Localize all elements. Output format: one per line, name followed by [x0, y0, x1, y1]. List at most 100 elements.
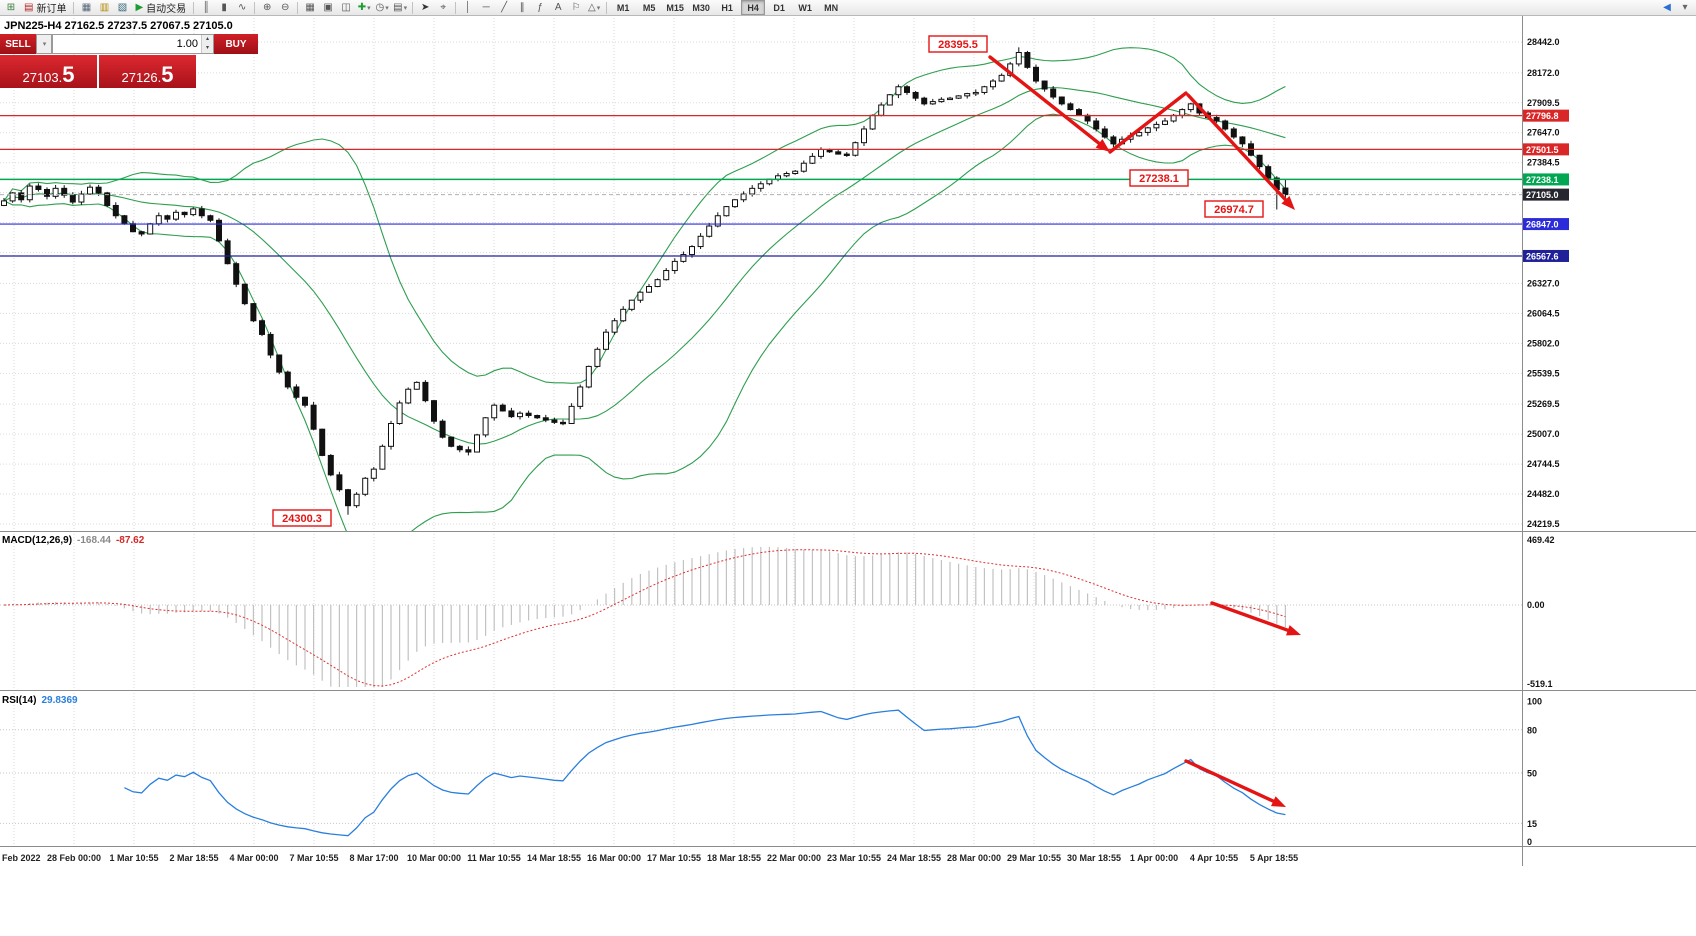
volume-decrease-button[interactable]: ▾ [202, 44, 213, 53]
svg-text:25269.5: 25269.5 [1527, 399, 1560, 409]
sell-price-display[interactable]: 27103. 5 [0, 55, 97, 88]
price-annotation-label[interactable]: 26974.7 [1204, 200, 1264, 218]
indicators-icon[interactable]: ✚ ▾ [355, 1, 373, 15]
periods-icon[interactable]: ◷ ▾ [373, 1, 391, 15]
sell-price: 27103. [22, 70, 63, 85]
new-chart-icon: ⊞ [6, 2, 16, 13]
svg-text:14 Mar 18:55: 14 Mar 18:55 [527, 853, 581, 863]
zoom-out-icon: ⊖ [280, 2, 290, 13]
toolbar-separator [606, 1, 608, 14]
new-order-icon: ▤ [24, 2, 34, 13]
timeframe-mn-button[interactable]: MN [824, 2, 839, 13]
horizontal-line-icon[interactable]: ─ [477, 1, 495, 15]
svg-text:27105.0: 27105.0 [1526, 190, 1559, 200]
timeframe-m30-button[interactable]: M30 [692, 2, 710, 13]
periods-icon: ◷ [375, 2, 385, 13]
svg-text:26847.0: 26847.0 [1526, 220, 1559, 230]
shapes-icon: △ [588, 2, 596, 13]
toolbar-separator [297, 1, 299, 14]
navigator-icon[interactable]: ▧ [113, 1, 131, 15]
price-annotation-label[interactable]: 28395.5 [928, 35, 988, 53]
timeframe-d1-button[interactable]: D1 [773, 2, 785, 13]
timeframe-m15-button[interactable]: M15 [666, 2, 684, 13]
bar-chart-icon[interactable]: ║ [197, 1, 215, 15]
zoom-in-icon[interactable]: ⊕ [258, 1, 276, 15]
timeframe-h4-button[interactable]: H4 [741, 0, 766, 15]
svg-text:26327.0: 26327.0 [1527, 278, 1560, 288]
cascade-windows-icon[interactable]: ▣ [319, 1, 337, 15]
shapes-icon[interactable]: △ ▾ [585, 1, 603, 15]
svg-text:50: 50 [1527, 769, 1537, 779]
svg-text:22 Mar 00:00: 22 Mar 00:00 [767, 853, 821, 863]
price-annotation-label[interactable]: 27238.1 [1129, 169, 1189, 187]
navigator-icon: ▧ [117, 2, 128, 13]
timeframe-h1-button[interactable]: H1 [721, 2, 733, 13]
svg-text:Feb 2022: Feb 2022 [2, 853, 41, 863]
price-annotation-label[interactable]: 24300.3 [272, 509, 332, 527]
vertical-line-icon: │ [465, 2, 472, 13]
channel-icon[interactable]: ∥ [513, 1, 531, 15]
pane-dividers [0, 16, 1696, 866]
svg-text:27647.0: 27647.0 [1527, 128, 1560, 138]
buy-price: 27126. [121, 70, 162, 85]
sell-button-label: SELL [5, 38, 31, 50]
vertical-line-icon[interactable]: │ [459, 1, 477, 15]
auto-trading-button[interactable]: ▶ 自动交易 [131, 1, 190, 15]
svg-text:11 Mar 10:55: 11 Mar 10:55 [467, 853, 521, 863]
grid-lines [0, 18, 1522, 845]
rsi-indicator-label: RSI(14) 29.8369 [2, 695, 83, 706]
svg-text:24744.5: 24744.5 [1527, 459, 1560, 469]
play-icon: ▶ [135, 2, 144, 13]
svg-text:26974.7: 26974.7 [1214, 204, 1254, 216]
data-window-icon[interactable]: ▥ [95, 1, 113, 15]
sell-button[interactable]: SELL [0, 34, 36, 54]
new-chart-icon[interactable]: ⊞ [2, 1, 20, 15]
svg-text:27238.1: 27238.1 [1526, 175, 1559, 185]
trendline-icon[interactable]: ╱ [495, 1, 513, 15]
buy-button[interactable]: BUY [214, 34, 258, 54]
timeframe-m1-button[interactable]: M1 [616, 2, 630, 13]
candlesticks [1, 47, 1289, 515]
price-scale[interactable]: 28442.0 28172.0 27909.5 27647.0 27384.5 26327… [1523, 37, 1569, 847]
order-type-dropdown[interactable]: ▾ [36, 34, 52, 54]
svg-text:1 Apr 00:00: 1 Apr 00:00 [1130, 853, 1178, 863]
zoom-out-icon[interactable]: ⊖ [276, 1, 294, 15]
window-menu-icon[interactable]: ▾ [1676, 1, 1694, 15]
volume-increase-button[interactable]: ▴ [202, 35, 213, 44]
tile-windows-icon[interactable]: ▦ [301, 1, 319, 15]
trend-arrows[interactable] [988, 55, 1301, 807]
window-menu-icon: ▾ [1682, 2, 1688, 13]
cursor-icon[interactable]: ➤ [416, 1, 434, 15]
bar-chart-icon: ║ [202, 2, 210, 13]
timeframe-m5-button[interactable]: M5 [642, 2, 656, 13]
new-order-button[interactable]: ▤ 新订单 [20, 1, 70, 15]
buy-price-big-digit: 5 [161, 62, 174, 87]
svg-text:26064.5: 26064.5 [1527, 308, 1560, 318]
market-watch-icon[interactable]: ▦ [77, 1, 95, 15]
timeframe-w1-button[interactable]: W1 [798, 2, 812, 13]
scroll-left-icon[interactable]: ◀ [1658, 1, 1676, 15]
volume-input[interactable] [53, 35, 201, 53]
svg-text:27238.1: 27238.1 [1139, 173, 1179, 185]
candlestick-chart-icon[interactable]: ▮ [215, 1, 233, 15]
label-icon: ⚐ [571, 2, 581, 13]
svg-text:24300.3: 24300.3 [282, 513, 322, 525]
svg-text:29 Mar 10:55: 29 Mar 10:55 [1007, 853, 1061, 863]
toolbar-separator [73, 1, 75, 14]
templates-icon[interactable]: ▤ ▾ [391, 1, 409, 15]
time-axis[interactable]: Feb 2022 28 Feb 00:00 1 Mar 10:55 2 Mar 18:… [2, 853, 1298, 863]
annotations[interactable]: 28395.5 27238.1 26974.7 24300.3 [272, 35, 1301, 807]
arrange-windows-icon[interactable]: ◫ [337, 1, 355, 15]
chevron-down-icon: ▾ [367, 4, 371, 12]
text-icon[interactable]: A [549, 1, 567, 15]
crosshair-icon: ⌖ [440, 2, 446, 13]
buy-price-display[interactable]: 27126. 5 [99, 55, 196, 88]
svg-text:1 Mar 10:55: 1 Mar 10:55 [109, 853, 158, 863]
label-icon[interactable]: ⚐ [567, 1, 585, 15]
candlestick-chart-icon: ▮ [221, 2, 227, 13]
fibonacci-icon[interactable]: ƒ [531, 1, 549, 15]
line-chart-icon[interactable]: ∿ [233, 1, 251, 15]
svg-text:25802.0: 25802.0 [1527, 338, 1560, 348]
crosshair-icon[interactable]: ⌖ [434, 1, 452, 15]
